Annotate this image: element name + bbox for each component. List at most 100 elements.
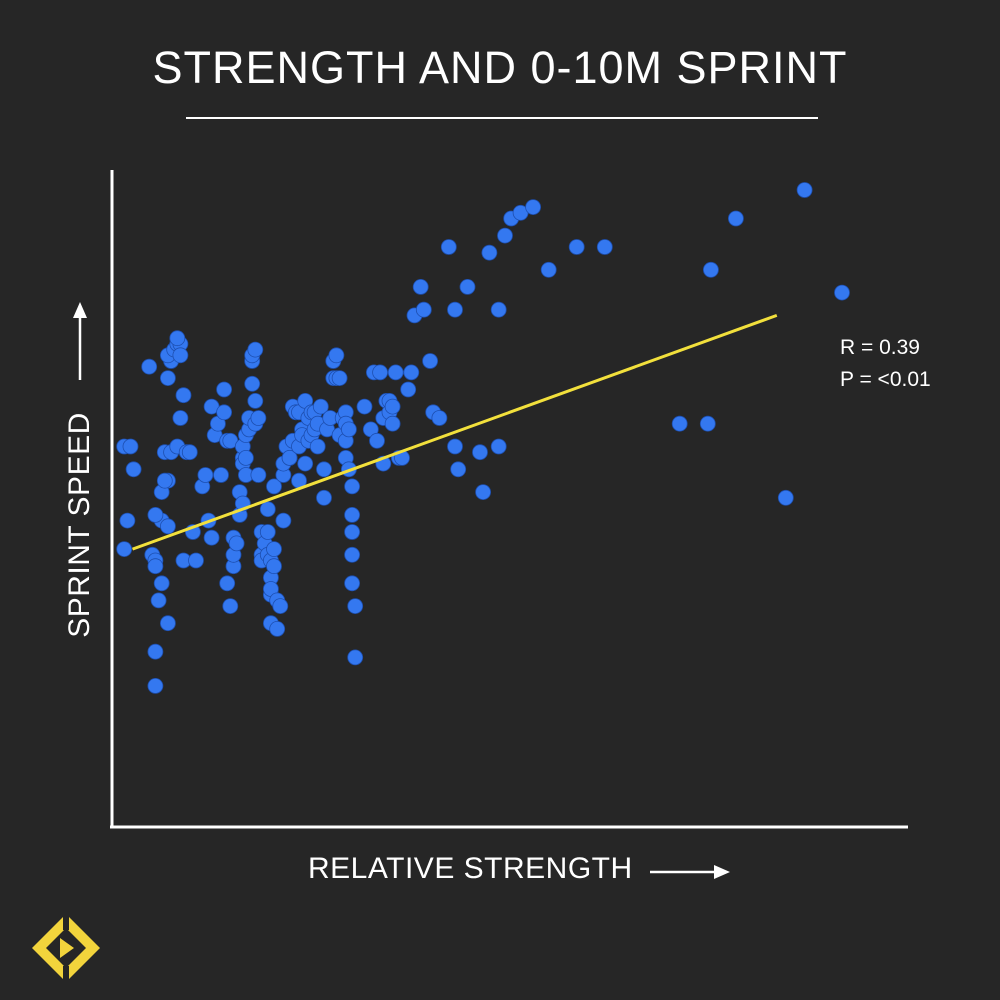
data-point bbox=[596, 239, 613, 255]
data-point bbox=[312, 398, 329, 415]
data-point bbox=[169, 330, 186, 347]
data-point bbox=[703, 261, 719, 278]
data-point bbox=[490, 438, 507, 455]
data-point bbox=[250, 467, 267, 483]
data-point bbox=[309, 438, 326, 455]
data-point bbox=[247, 341, 264, 358]
r-value-annotation: R = 0.39 bbox=[840, 336, 920, 359]
up-arrow-icon bbox=[73, 302, 87, 380]
chart-title: STRENGTH AND 0-10M SPRINT bbox=[152, 42, 848, 93]
data-point bbox=[147, 678, 164, 694]
data-point bbox=[525, 199, 541, 216]
data-point bbox=[172, 410, 189, 426]
y-axis-label: SPRINT SPEED bbox=[63, 412, 96, 638]
data-point bbox=[259, 524, 276, 540]
x-axis-label: RELATIVE STRENGTH bbox=[308, 852, 633, 885]
data-point bbox=[490, 301, 507, 318]
data-point bbox=[316, 461, 332, 478]
data-point bbox=[400, 381, 417, 398]
data-point bbox=[272, 598, 289, 614]
data-point bbox=[369, 432, 385, 449]
data-point bbox=[237, 449, 254, 466]
data-point bbox=[197, 467, 214, 483]
data-point bbox=[213, 467, 229, 483]
data-point bbox=[384, 398, 401, 415]
data-point bbox=[777, 489, 794, 506]
data-point bbox=[266, 541, 282, 557]
data-point bbox=[450, 461, 467, 478]
data-point bbox=[172, 347, 189, 364]
data-point bbox=[216, 404, 233, 421]
data-point bbox=[415, 301, 432, 318]
data-point bbox=[403, 364, 420, 381]
data-point bbox=[297, 455, 314, 472]
title-divider bbox=[186, 117, 818, 119]
data-point bbox=[259, 501, 276, 518]
data-point bbox=[459, 278, 476, 295]
data-point bbox=[431, 410, 448, 426]
data-point bbox=[119, 512, 136, 529]
data-point bbox=[331, 370, 348, 387]
data-point bbox=[412, 278, 429, 295]
data-point bbox=[344, 524, 361, 540]
data-point bbox=[269, 621, 286, 637]
data-point bbox=[216, 381, 233, 398]
data-point bbox=[699, 415, 716, 432]
data-point bbox=[796, 182, 813, 198]
data-point bbox=[153, 575, 170, 592]
data-point bbox=[228, 535, 245, 552]
data-point bbox=[116, 541, 133, 557]
data-point bbox=[266, 558, 282, 575]
data-point bbox=[422, 353, 439, 369]
data-point bbox=[447, 438, 463, 455]
data-point bbox=[447, 301, 463, 318]
data-point bbox=[175, 387, 192, 404]
brand-logo-icon bbox=[32, 914, 100, 982]
data-point bbox=[568, 239, 585, 255]
data-point bbox=[156, 472, 173, 489]
data-point bbox=[347, 598, 364, 614]
points-layer bbox=[116, 182, 850, 694]
data-point bbox=[141, 358, 158, 375]
data-point bbox=[497, 227, 513, 244]
data-point bbox=[316, 489, 332, 506]
data-point bbox=[384, 415, 401, 432]
trend-line bbox=[131, 313, 778, 551]
data-point bbox=[250, 410, 267, 426]
data-point bbox=[728, 210, 744, 227]
data-point bbox=[387, 364, 404, 381]
data-point bbox=[147, 558, 164, 575]
data-point bbox=[472, 444, 488, 461]
data-point bbox=[475, 484, 492, 501]
data-point bbox=[440, 239, 457, 255]
data-point bbox=[671, 415, 688, 432]
data-point bbox=[125, 461, 142, 478]
data-point bbox=[540, 261, 557, 278]
data-point bbox=[147, 507, 164, 523]
data-point bbox=[203, 529, 220, 546]
data-point bbox=[159, 518, 176, 535]
data-point bbox=[344, 507, 361, 523]
data-point bbox=[266, 478, 282, 495]
data-point bbox=[275, 512, 292, 529]
data-point bbox=[159, 370, 176, 387]
data-point bbox=[222, 598, 239, 614]
data-point bbox=[481, 244, 498, 261]
data-point bbox=[150, 592, 167, 609]
data-point bbox=[344, 546, 361, 563]
data-point bbox=[344, 478, 361, 495]
data-point bbox=[147, 643, 164, 660]
data-point bbox=[834, 284, 850, 301]
data-point bbox=[356, 398, 373, 415]
data-point bbox=[372, 364, 389, 381]
x-axis-label-group: RELATIVE STRENGTH bbox=[308, 852, 633, 886]
data-point bbox=[159, 615, 176, 632]
data-point bbox=[340, 421, 357, 438]
data-point bbox=[247, 392, 264, 409]
data-point bbox=[188, 552, 204, 569]
p-value-annotation: P = <0.01 bbox=[840, 368, 931, 391]
data-point bbox=[181, 444, 198, 461]
data-point bbox=[328, 347, 345, 364]
data-point bbox=[344, 575, 361, 592]
